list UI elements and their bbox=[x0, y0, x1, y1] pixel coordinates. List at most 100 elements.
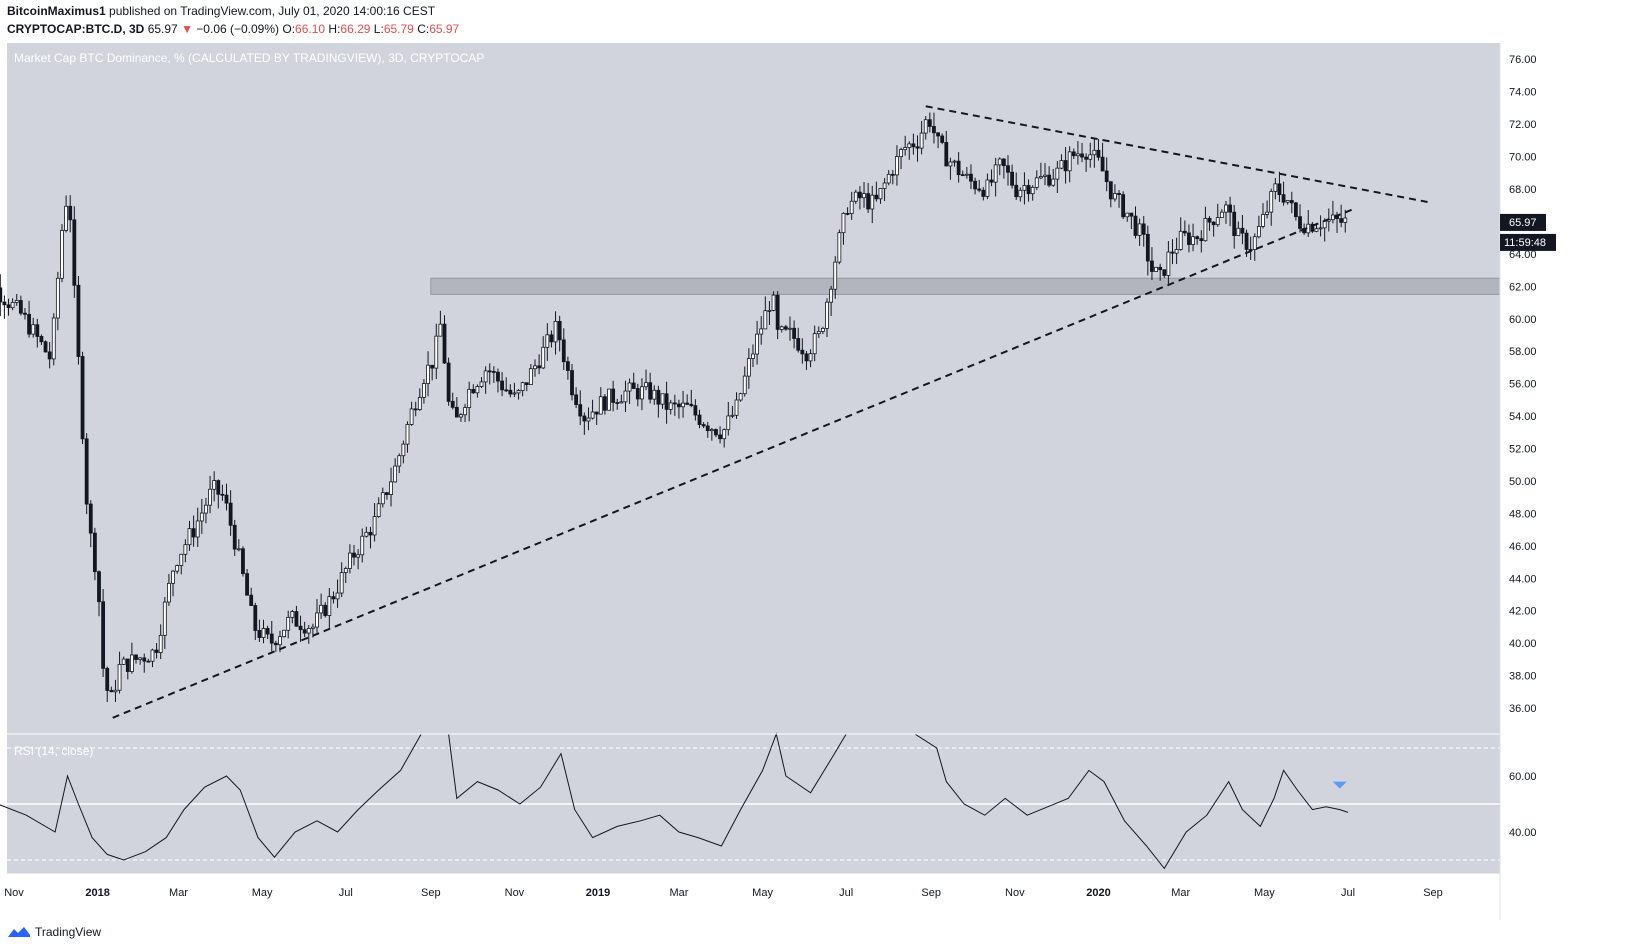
chart-pane-background bbox=[7, 43, 1500, 874]
candle-body bbox=[751, 353, 755, 359]
candle-body bbox=[512, 392, 517, 395]
candle-body bbox=[1285, 200, 1290, 203]
price-candle bbox=[862, 181, 866, 208]
last-price-tag bbox=[1500, 213, 1546, 231]
price-candle bbox=[1339, 204, 1344, 228]
candle-body bbox=[1199, 238, 1204, 242]
price-candle bbox=[960, 170, 965, 177]
time-tick-label: 2019 bbox=[586, 887, 610, 899]
trendline[interactable] bbox=[112, 207, 1356, 719]
candle-body bbox=[154, 649, 159, 653]
price-candle bbox=[18, 295, 23, 316]
price-tick-label: 74.00 bbox=[1509, 87, 1537, 99]
price-tick-label: 68.00 bbox=[1509, 184, 1537, 196]
price-candle bbox=[1265, 200, 1270, 219]
candle-body bbox=[709, 429, 714, 432]
candle-body bbox=[162, 601, 167, 636]
price-candle bbox=[742, 366, 747, 397]
candle-body bbox=[76, 284, 81, 357]
candle-body bbox=[919, 132, 924, 149]
price-candle bbox=[385, 491, 389, 500]
price-candle bbox=[524, 382, 529, 392]
candle-body bbox=[1256, 226, 1261, 238]
time-tick-label: May bbox=[252, 887, 273, 899]
price-candle bbox=[652, 385, 657, 405]
price-candle bbox=[816, 326, 821, 338]
candle-body bbox=[491, 371, 496, 373]
candle-body bbox=[1261, 214, 1265, 227]
price-candle bbox=[1252, 233, 1257, 261]
candle-body bbox=[1215, 217, 1220, 226]
candle-body bbox=[80, 356, 85, 440]
support-zone[interactable] bbox=[430, 277, 1501, 295]
candle-body bbox=[545, 334, 550, 348]
candle-body bbox=[216, 480, 221, 495]
candle-body bbox=[1252, 236, 1257, 250]
trendline[interactable] bbox=[925, 105, 1428, 203]
candle-body bbox=[1265, 211, 1270, 215]
candle-body bbox=[1174, 249, 1179, 254]
price-candle bbox=[858, 186, 862, 210]
candle-body bbox=[269, 633, 274, 644]
candle-body bbox=[796, 338, 801, 351]
price-candle bbox=[212, 471, 217, 502]
candle-body bbox=[504, 389, 509, 392]
price-candle bbox=[919, 121, 924, 155]
price-candle bbox=[586, 407, 591, 431]
candle-body bbox=[1269, 191, 1274, 213]
price-candle bbox=[1014, 172, 1019, 201]
candle-body bbox=[541, 346, 546, 369]
price-candle bbox=[356, 549, 361, 570]
candle-body bbox=[72, 219, 77, 286]
price-candle bbox=[6, 298, 11, 316]
candle-body bbox=[463, 407, 467, 416]
candle-body bbox=[35, 324, 40, 337]
price-candle bbox=[528, 364, 533, 386]
candle-body bbox=[1100, 156, 1105, 172]
price-candle bbox=[1084, 153, 1089, 172]
candle-body bbox=[681, 402, 685, 408]
price-chart[interactable]: Market Cap BTC Dominance, % (CALCULATED … bbox=[0, 40, 1633, 920]
price-candle bbox=[1137, 218, 1142, 246]
candle-body bbox=[911, 143, 916, 148]
price-tick-label: 64.00 bbox=[1509, 249, 1537, 261]
author-name[interactable]: BitcoinMaximus1 bbox=[7, 4, 106, 18]
price-tick-label: 48.00 bbox=[1509, 508, 1537, 520]
price-candle bbox=[722, 428, 727, 448]
price-candle bbox=[1240, 215, 1245, 245]
candle-body bbox=[936, 132, 940, 137]
candle-body bbox=[191, 528, 196, 538]
candle-body bbox=[101, 601, 106, 669]
price-candle bbox=[849, 191, 854, 220]
footer-brand[interactable]: TradingView bbox=[35, 925, 102, 939]
close-label: C: bbox=[417, 22, 430, 36]
price-candle bbox=[1001, 158, 1006, 179]
price-candle bbox=[1281, 181, 1286, 206]
symbol-label[interactable]: CRYPTOCAP:BTC.D, 3D bbox=[7, 22, 145, 36]
candle-body bbox=[500, 380, 504, 391]
time-tick-label: Jul bbox=[1341, 887, 1355, 899]
price-candle bbox=[1133, 206, 1138, 239]
candle-body bbox=[1113, 193, 1117, 200]
candle-body bbox=[1236, 227, 1241, 237]
price-candle bbox=[932, 112, 936, 144]
time-tick-label: Mar bbox=[669, 887, 688, 899]
candle-body bbox=[1207, 217, 1212, 223]
price-candle bbox=[578, 390, 583, 426]
down-triangle-marker-icon[interactable] bbox=[1332, 781, 1347, 789]
price-candle bbox=[631, 372, 636, 389]
candle-body bbox=[1195, 236, 1200, 240]
candle-body bbox=[167, 582, 171, 603]
candle-body bbox=[899, 149, 903, 157]
price-candle bbox=[27, 300, 31, 338]
price-candle bbox=[866, 182, 871, 213]
price-candle bbox=[257, 619, 262, 643]
price-candle bbox=[1080, 142, 1084, 163]
price-candle bbox=[504, 377, 509, 392]
price-candle bbox=[372, 503, 377, 542]
price-candle bbox=[677, 399, 681, 419]
price-candle bbox=[1006, 155, 1010, 186]
candle-body bbox=[615, 402, 620, 404]
price-candle bbox=[88, 500, 93, 548]
price-candle bbox=[187, 520, 192, 551]
